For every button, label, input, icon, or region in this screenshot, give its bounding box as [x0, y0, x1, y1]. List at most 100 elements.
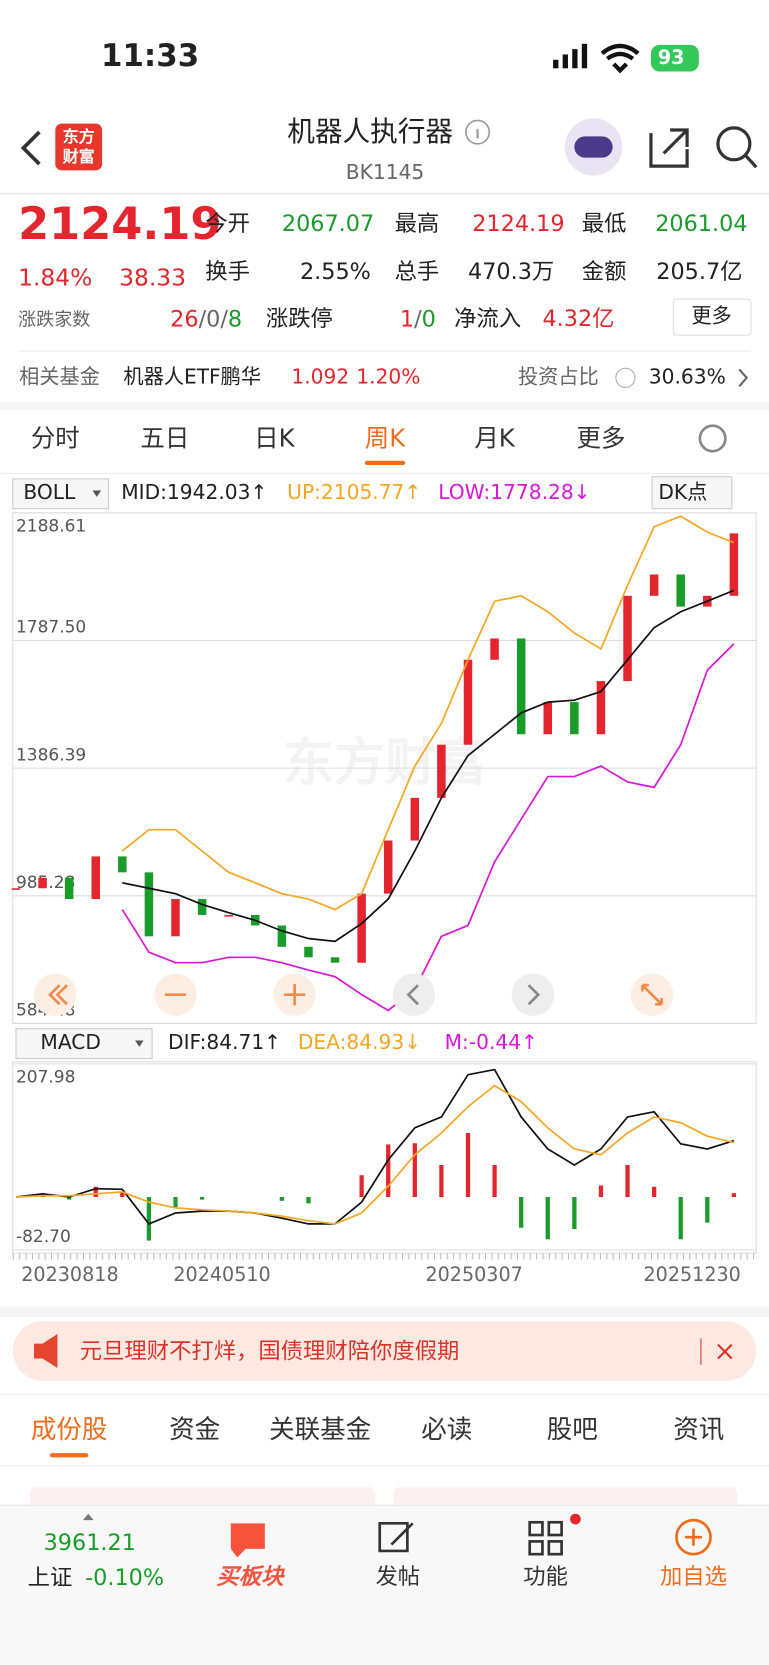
stat-label: 总手 [395, 259, 440, 285]
histogram-bar [625, 1164, 630, 1198]
y-tick-label: -82.70 [16, 1227, 71, 1247]
post-icon [378, 1521, 414, 1553]
help[interactable] [615, 367, 636, 388]
info[interactable] [465, 119, 491, 145]
tab[interactable]: 资讯 [673, 1415, 724, 1445]
indicator-select[interactable] [12, 478, 110, 510]
candle [383, 840, 393, 894]
limits: 1/0 [400, 306, 436, 332]
close[interactable] [717, 1343, 733, 1360]
more-label[interactable]: 更多 [691, 304, 731, 328]
tab[interactable]: 五日 [140, 423, 189, 452]
fund-pct: 1.20% [356, 364, 420, 388]
dk[interactable]: DK点 [658, 480, 707, 504]
dif: DIF:84.71↑ [168, 1030, 281, 1054]
candle [463, 659, 473, 745]
chart-controls [34, 973, 674, 1016]
histogram-bar [279, 1197, 284, 1201]
candle [437, 744, 446, 798]
banner-text[interactable]: 元旦理财不打烊，国债理财陪你度假期 [80, 1339, 460, 1365]
tab[interactable]: 成份股 [31, 1415, 108, 1445]
tab[interactable]: 资金 [169, 1415, 220, 1445]
bar-item[interactable]: 功能 [523, 1564, 568, 1590]
search[interactable] [716, 126, 752, 162]
candle [144, 872, 154, 937]
histogram-bar [598, 1185, 604, 1198]
plot-frame [12, 1061, 757, 1254]
histogram-bar [306, 1197, 311, 1204]
fund-name[interactable]: 机器人ETF鹏华 [123, 364, 261, 388]
histogram-bar [439, 1164, 444, 1198]
histogram-bar [146, 1197, 152, 1241]
battery-level: 93 [658, 46, 685, 69]
index-name[interactable]: 上证 [28, 1565, 73, 1591]
settings[interactable] [698, 424, 727, 453]
tab[interactable]: 月K [474, 423, 515, 452]
megaphone [34, 1333, 58, 1369]
board-icon [230, 1523, 265, 1558]
histogram-bar [705, 1197, 710, 1223]
tab[interactable]: 必读 [421, 1415, 472, 1445]
bar-item[interactable]: 加自选 [660, 1564, 727, 1590]
bar-item[interactable]: 发帖 [375, 1564, 420, 1590]
change-pct: 1.84% [18, 263, 92, 291]
histogram-bar [359, 1175, 364, 1198]
candle [623, 595, 632, 682]
series-line [122, 589, 735, 943]
histogram-bar [652, 1186, 657, 1198]
indicator[interactable]: MACD [40, 1030, 101, 1054]
candle [676, 574, 685, 607]
tab[interactable]: 更多 [576, 423, 625, 452]
candle [570, 702, 579, 735]
stat-label: 涨跌停 [266, 306, 333, 332]
logo-text: 东方 [63, 127, 95, 146]
tab[interactable]: 日K [254, 423, 295, 452]
y-tick-label: 1787.50 [16, 618, 86, 638]
x-label: 20240510 [173, 1263, 270, 1286]
tab[interactable]: 周K [365, 423, 406, 452]
func-icon [528, 1520, 563, 1556]
index-pct[interactable]: -0.10% [85, 1565, 164, 1591]
histogram-bar [386, 1144, 391, 1198]
index-value[interactable]: 3961.21 [44, 1530, 136, 1556]
indicator-select[interactable] [15, 1028, 153, 1060]
candle [91, 856, 100, 900]
bar-item[interactable]: 买板块 [216, 1564, 285, 1590]
candle [490, 638, 499, 660]
stat-label: 涨跌家数 [18, 309, 90, 330]
candle [516, 638, 526, 735]
stat-label: 最低 [582, 211, 627, 237]
indicator[interactable]: BOLL [23, 480, 76, 504]
tab[interactable]: 股吧 [547, 1415, 598, 1445]
histogram-bar [572, 1197, 577, 1230]
candle [729, 533, 739, 596]
dk-button[interactable] [651, 476, 733, 510]
y-tick-label: 1386.39 [16, 745, 86, 765]
tab[interactable]: 关联基金 [269, 1415, 371, 1445]
more-button[interactable] [672, 298, 752, 336]
stat-value: 470.3万 [468, 259, 554, 285]
chevron[interactable] [738, 368, 749, 388]
share[interactable] [649, 128, 689, 168]
x-label: 20250307 [425, 1263, 522, 1286]
candle [330, 957, 340, 963]
fund-price: 1.092 [291, 364, 349, 388]
breadth: 26/0/8 [170, 306, 242, 332]
ratio-label: 投资占比 [518, 364, 599, 388]
candle [357, 893, 366, 963]
stat-value: 2061.04 [655, 211, 747, 237]
tab[interactable]: 分时 [31, 423, 80, 452]
back[interactable] [20, 130, 41, 166]
band [0, 1306, 769, 1317]
banner[interactable] [12, 1321, 757, 1381]
x-label: 20251230 [643, 1263, 740, 1286]
x-label: 20230818 [21, 1263, 118, 1286]
avatar-face [574, 136, 613, 158]
watermark: 东方财富 [283, 734, 487, 793]
stat-value: 4.32亿 [542, 306, 614, 332]
stat-label: 金额 [582, 259, 627, 285]
search-handle [744, 154, 758, 169]
series-line [15, 1068, 735, 1225]
candle [197, 899, 207, 915]
